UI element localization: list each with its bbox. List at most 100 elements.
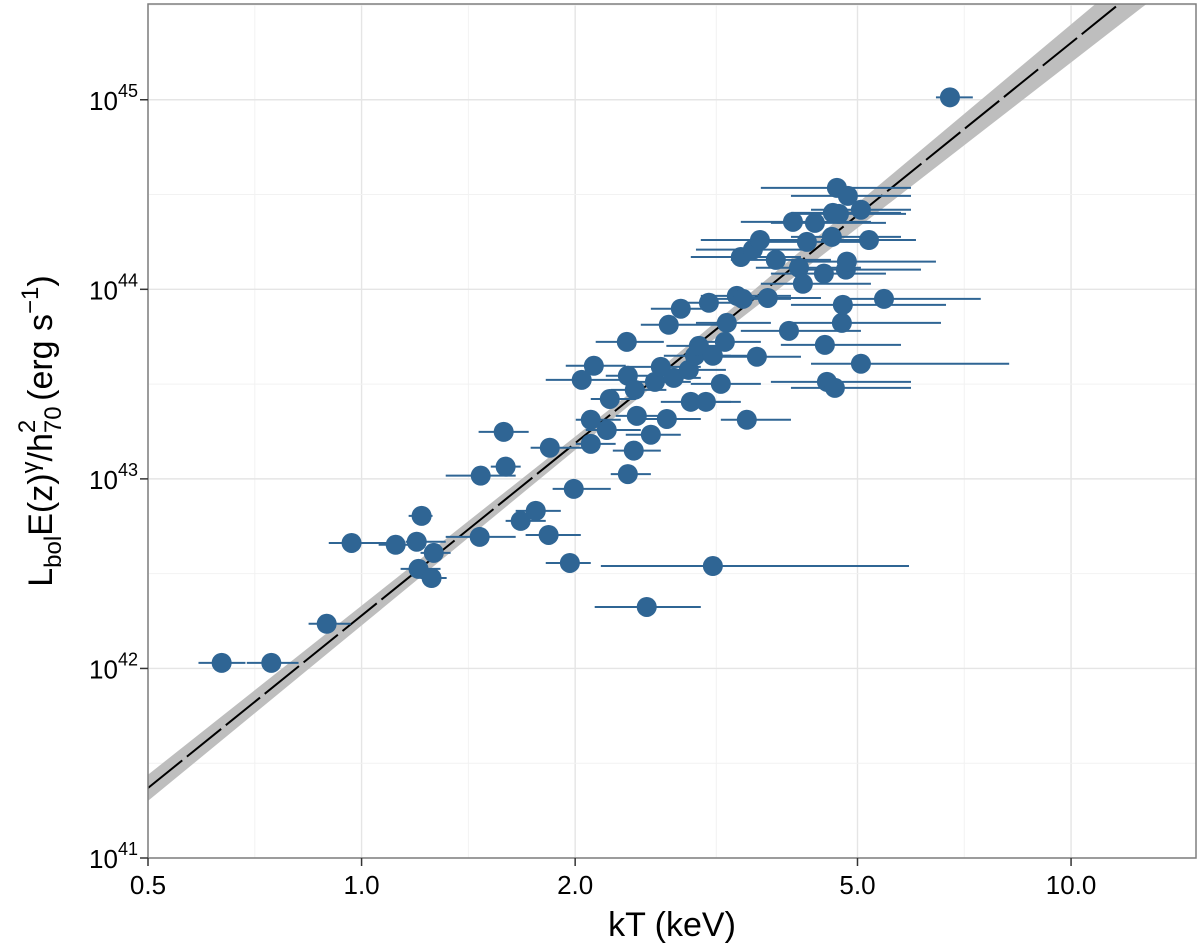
x-tick-label: 2.0	[557, 870, 593, 900]
data-point	[563, 478, 584, 499]
data-point	[732, 288, 753, 309]
y-axis-title-part: /h	[22, 433, 60, 461]
y-tick-label: 1042	[89, 649, 138, 684]
y-tick-base: 10	[89, 654, 118, 684]
data-point	[788, 257, 809, 278]
y-tick-exponent: 43	[118, 460, 138, 480]
data-point	[626, 405, 647, 426]
x-tick-label: 5.0	[839, 870, 875, 900]
y-axis-title-part: γ	[17, 461, 44, 473]
y-tick-base: 10	[89, 86, 118, 116]
data-point	[406, 531, 427, 552]
data-point	[746, 346, 767, 367]
data-point	[640, 424, 661, 445]
data-point	[341, 532, 362, 553]
data-point	[559, 552, 580, 573]
data-point	[702, 345, 723, 366]
data-point	[261, 652, 282, 673]
y-tick-base: 10	[89, 844, 118, 874]
data-point	[636, 596, 657, 617]
y-tick-exponent: 45	[118, 81, 138, 101]
data-point	[599, 388, 620, 409]
data-point	[624, 379, 645, 400]
data-point	[814, 334, 835, 355]
data-point	[583, 355, 604, 376]
y-tick-exponent: 42	[118, 649, 138, 669]
data-point	[831, 312, 852, 333]
data-point	[421, 567, 442, 588]
y-axis-title-part: 2	[14, 420, 41, 433]
grid	[147, 4, 1196, 859]
data-point	[663, 367, 684, 388]
data-point	[571, 369, 592, 390]
data-point	[714, 331, 735, 352]
y-axis-title-part: E(z)	[22, 473, 60, 535]
data-point	[495, 456, 516, 477]
data-point	[580, 433, 601, 454]
x-tick-label: 1.0	[343, 870, 379, 900]
data-point	[616, 331, 637, 352]
plot-background	[148, 4, 1196, 858]
data-point	[850, 199, 871, 220]
y-tick-exponent: 41	[118, 839, 138, 859]
y-axis-title-part: bol	[40, 536, 67, 568]
data-point	[539, 437, 560, 458]
data-point	[617, 464, 638, 485]
y-axis-title-part: L	[22, 568, 60, 587]
plot-area	[148, 4, 1147, 801]
data-point	[316, 613, 337, 634]
data-point	[757, 287, 778, 308]
data-point	[596, 420, 617, 441]
data-point	[688, 335, 709, 356]
data-point	[411, 505, 432, 526]
data-point	[695, 391, 716, 412]
data-point	[710, 373, 731, 394]
y-axis-title-part: (erg s	[22, 314, 60, 420]
y-tick-label: 1043	[89, 460, 138, 495]
data-point	[716, 312, 737, 333]
data-point	[580, 409, 601, 430]
y-tick-label: 1041	[89, 839, 138, 874]
data-point	[782, 211, 803, 232]
plot-border	[147, 3, 1197, 859]
data-point	[423, 542, 444, 563]
y-axis-title-part: )	[22, 275, 60, 286]
data-point	[658, 314, 679, 335]
y-tick-base: 10	[89, 465, 118, 495]
data-point	[538, 524, 559, 545]
fit-line	[148, 4, 1121, 789]
data-point	[644, 371, 665, 392]
y-axis-title-part: 70	[40, 406, 67, 433]
data-point	[749, 230, 770, 251]
y-tick-exponent: 44	[118, 270, 138, 290]
y-tick-label: 1045	[89, 81, 138, 116]
data-point	[470, 465, 491, 486]
data-point	[778, 320, 799, 341]
data-point	[813, 263, 834, 284]
x-tick-label: 10.0	[1046, 870, 1097, 900]
x-tick-label: 0.5	[130, 870, 166, 900]
data-point	[792, 273, 813, 294]
data-point	[736, 409, 757, 430]
data-point	[670, 298, 691, 319]
data-point	[702, 556, 723, 577]
data-point	[656, 408, 677, 429]
data-point	[832, 294, 853, 315]
data-point	[837, 185, 858, 206]
data-point	[821, 226, 842, 247]
x-axis-title: kT (keV)	[608, 906, 736, 944]
data-point	[850, 353, 871, 374]
y-axis-title-part: −1	[17, 287, 44, 314]
y-axis-title: LbolE(z)γ/h702 (erg s−1)	[14, 275, 67, 587]
data-point	[211, 652, 232, 673]
data-point	[836, 251, 857, 272]
data-point	[469, 526, 490, 547]
data-point	[698, 292, 719, 313]
data-point	[510, 510, 531, 531]
y-tick-base: 10	[89, 275, 118, 305]
data-point	[858, 230, 879, 251]
data-point	[939, 87, 960, 108]
data-point	[796, 231, 817, 252]
